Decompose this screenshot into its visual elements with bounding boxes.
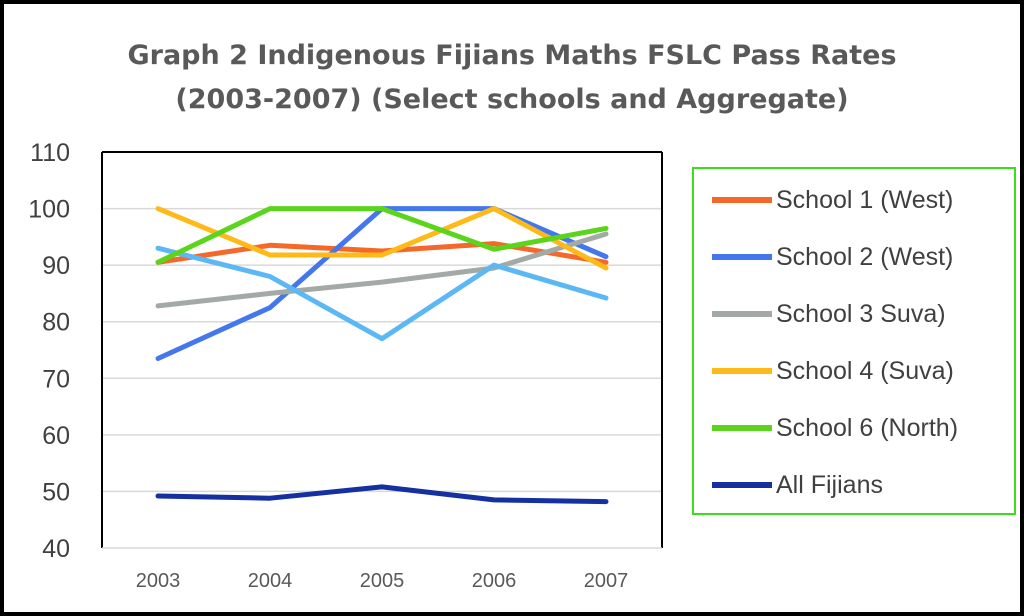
x-tick-label: 2006	[472, 570, 517, 592]
legend-swatch	[712, 368, 772, 374]
y-tick-label: 90	[42, 252, 70, 280]
legend-label: All Fijians	[776, 470, 883, 499]
legend-label: School 2 (West)	[776, 242, 954, 271]
series-line-7	[155, 484, 609, 505]
legend-label: School 3 Suva)	[776, 299, 946, 328]
y-tick-label: 100	[28, 196, 70, 224]
series-line-6	[155, 206, 609, 265]
legend-swatch	[712, 254, 772, 260]
y-tick-label: 70	[42, 365, 70, 393]
series-line-4	[155, 206, 609, 271]
x-tick-label: 2004	[248, 570, 293, 592]
y-tick-label: 80	[42, 309, 70, 337]
legend-item: School 6 (North)	[712, 408, 958, 448]
legend-swatch	[712, 311, 772, 317]
legend-item: School 4 (Suva)	[712, 351, 954, 391]
legend-swatch	[712, 482, 772, 488]
x-tick-label: 2005	[360, 570, 405, 592]
series-line-3	[155, 231, 609, 309]
chart-title-line-2: (2003-2007) (Select schools and Aggregat…	[175, 84, 849, 115]
legend-label: School 1 (West)	[776, 185, 954, 214]
legend-item: School 2 (West)	[712, 237, 953, 277]
y-tick-label: 50	[42, 478, 70, 506]
chart-title: Graph 2 Indigenous Fijians Maths FSLC Pa…	[4, 34, 1020, 122]
series-line-1	[155, 241, 609, 265]
legend-label: School 4 (Suva)	[776, 356, 954, 385]
legend-item: School 1 (West)	[712, 180, 953, 220]
y-tick-label: 60	[42, 422, 70, 450]
y-tick-label: 110	[30, 139, 70, 167]
legend-item: School 3 Suva)	[712, 294, 946, 334]
series-line-5	[155, 245, 609, 342]
chart-title-line-1: Graph 2 Indigenous Fijians Maths FSLC Pa…	[127, 40, 897, 71]
legend-swatch	[712, 197, 772, 203]
legend-item: All Fijians	[712, 465, 883, 505]
x-tick-label: 2007	[584, 570, 629, 592]
legend-label: School 6 (North)	[776, 413, 959, 442]
x-tick-label: 2003	[136, 570, 181, 592]
y-tick-label: 40	[42, 535, 70, 563]
legend-swatch	[712, 425, 772, 431]
chart-legend: School 1 (West) School 2 (West) School 3 S…	[692, 167, 1016, 515]
